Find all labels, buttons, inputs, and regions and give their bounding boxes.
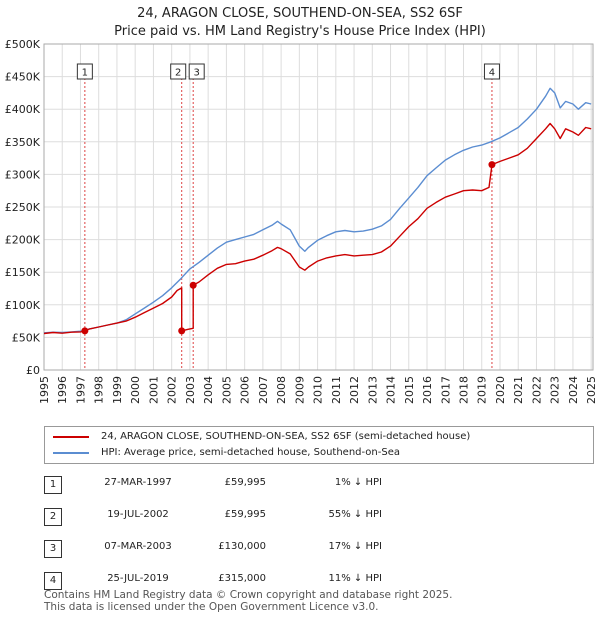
sale-hpi-diff: 11% ↓ HPI <box>328 573 382 584</box>
x-tick-label: 2003 <box>184 376 197 404</box>
sale-label-box <box>76 63 93 80</box>
y-tick-label: £400K <box>5 103 41 116</box>
footer: Contains HM Land Registry data © Crown c… <box>44 589 452 613</box>
sale-date: 07-MAR-2003 <box>104 541 172 552</box>
chart-title: 24, ARAGON CLOSE, SOUTHEND-ON-SEA, SS2 6… <box>137 6 463 21</box>
x-tick-label: 2023 <box>549 376 562 404</box>
sale-price: £59,995 <box>224 477 266 488</box>
sale-point <box>81 327 89 335</box>
sale-label-box <box>170 63 187 80</box>
x-tick-label: 2007 <box>257 376 270 404</box>
x-tick-label: 2025 <box>585 376 598 404</box>
y-tick-label: £300K <box>5 168 41 181</box>
sale-date: 19-JUL-2002 <box>107 509 169 520</box>
sale-date: 25-JUL-2019 <box>107 573 169 584</box>
x-tick-label: 1997 <box>74 376 87 404</box>
x-tick-label: 2014 <box>385 376 398 404</box>
sale-row: 4 25-JUL-2019 £315,000 11% ↓ HPI <box>44 566 444 598</box>
sale-number: 2 <box>44 508 62 526</box>
x-tick-label: 1999 <box>111 376 124 404</box>
x-tick-label: 2020 <box>494 376 507 404</box>
y-tick-label: £250K <box>5 201 41 214</box>
legend-swatch-property <box>53 436 89 438</box>
x-tick-label: 2008 <box>275 376 288 404</box>
series-line <box>43 87 592 334</box>
x-tick-label: 2001 <box>147 376 160 404</box>
sale-price: £59,995 <box>224 509 266 520</box>
sale-hpi-diff: 1% ↓ HPI <box>334 477 382 488</box>
y-tick-label: £50K <box>12 331 41 344</box>
series-line <box>43 122 592 335</box>
sale-row: 1 27-MAR-1997 £59,995 1% ↓ HPI <box>44 470 444 502</box>
sale-point <box>178 327 186 335</box>
x-tick-label: 2006 <box>239 376 252 404</box>
x-tick-label: 2015 <box>403 376 416 404</box>
x-tick-label: 2002 <box>166 376 179 404</box>
sale-row: 3 07-MAR-2003 £130,000 17% ↓ HPI <box>44 534 444 566</box>
y-tick-label: £100K <box>5 299 41 312</box>
x-tick-label: 2021 <box>512 376 525 404</box>
x-tick-label: 2012 <box>348 376 361 404</box>
x-tick-label: 2019 <box>476 376 489 404</box>
footer-copyright: Contains HM Land Registry data © Crown c… <box>44 589 453 601</box>
sale-point <box>488 161 496 169</box>
sale-label-text: 1 <box>82 68 88 79</box>
sale-label-text: 4 <box>489 68 495 79</box>
sale-price: £130,000 <box>218 541 266 552</box>
legend: 24, ARAGON CLOSE, SOUTHEND-ON-SEA, SS2 6… <box>44 426 594 464</box>
sale-number: 1 <box>44 476 62 494</box>
y-tick-label: £0 <box>26 364 40 377</box>
y-tick-label: £450K <box>5 71 41 84</box>
sale-hpi-diff: 17% ↓ HPI <box>328 541 382 552</box>
sale-label-box <box>188 63 205 80</box>
x-tick-label: 1998 <box>93 376 106 404</box>
legend-label-hpi: HPI: Average price, semi-detached house,… <box>101 447 400 458</box>
x-tick-label: 2000 <box>129 376 142 404</box>
x-tick-label: 2022 <box>530 376 543 404</box>
x-tick-label: 1996 <box>56 376 69 404</box>
sale-row: 2 19-JUL-2002 £59,995 55% ↓ HPI <box>44 502 444 534</box>
x-tick-label: 2010 <box>312 376 325 404</box>
x-tick-label: 2024 <box>567 376 580 404</box>
plot-frame <box>43 43 594 371</box>
y-tick-label: £200K <box>5 234 41 247</box>
sale-label-text: 2 <box>175 68 181 79</box>
y-tick-label: £350K <box>5 136 41 149</box>
x-tick-label: 2018 <box>458 376 471 404</box>
x-tick-label: 2016 <box>421 376 434 404</box>
sale-label-box <box>483 63 500 80</box>
sale-point <box>189 281 197 289</box>
x-tick-label: 2005 <box>220 376 233 404</box>
x-tick-label: 1995 <box>38 376 51 404</box>
sale-number: 3 <box>44 540 62 558</box>
x-tick-label: 2009 <box>293 376 306 404</box>
sale-number: 4 <box>44 572 62 590</box>
price-chart: £0 £50K £100K £150K £200K £250K £300K £350K £400… <box>5 38 598 404</box>
sale-hpi-diff: 55% ↓ HPI <box>328 509 382 520</box>
y-tick-label: £500K <box>5 38 41 51</box>
x-tick-label: 2017 <box>439 376 452 404</box>
legend-swatch-hpi <box>53 452 89 454</box>
y-tick-label: £150K <box>5 266 41 279</box>
chart-subtitle: Price paid vs. HM Land Registry's House … <box>114 24 486 39</box>
x-tick-label: 2004 <box>202 376 215 404</box>
footer-licence: This data is licensed under the Open Gov… <box>44 601 379 613</box>
sale-label-text: 3 <box>194 68 200 79</box>
sale-price: £315,000 <box>218 573 266 584</box>
sale-date: 27-MAR-1997 <box>104 477 172 488</box>
x-tick-label: 2011 <box>330 376 343 404</box>
legend-label-property: 24, ARAGON CLOSE, SOUTHEND-ON-SEA, SS2 6… <box>101 431 471 442</box>
sales-table: 1 27-MAR-1997 £59,995 1% ↓ HPI 2 19-JUL-… <box>44 470 444 598</box>
x-tick-label: 2013 <box>366 376 379 404</box>
